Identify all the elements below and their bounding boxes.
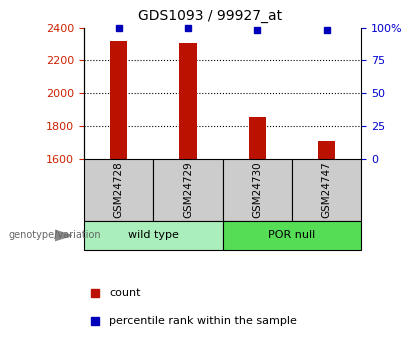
Bar: [249, 117, 266, 159]
Text: percentile rank within the sample: percentile rank within the sample: [109, 316, 297, 326]
Bar: [84, 221, 223, 250]
Bar: [110, 41, 127, 159]
Text: count: count: [109, 288, 140, 298]
Polygon shape: [55, 230, 71, 241]
Bar: [223, 159, 292, 221]
Bar: [223, 221, 361, 250]
Text: GDS1093 / 99927_at: GDS1093 / 99927_at: [138, 9, 282, 23]
Bar: [84, 159, 153, 221]
Text: wild type: wild type: [128, 230, 179, 240]
Text: GSM24730: GSM24730: [252, 161, 262, 218]
Text: GSM24728: GSM24728: [114, 161, 123, 218]
Text: genotype/variation: genotype/variation: [8, 230, 101, 240]
Text: GSM24729: GSM24729: [183, 161, 193, 218]
Bar: [153, 159, 223, 221]
Text: GSM24747: GSM24747: [322, 161, 331, 218]
Bar: [318, 141, 335, 159]
Bar: [292, 159, 361, 221]
Bar: [179, 43, 197, 159]
Text: POR null: POR null: [268, 230, 315, 240]
